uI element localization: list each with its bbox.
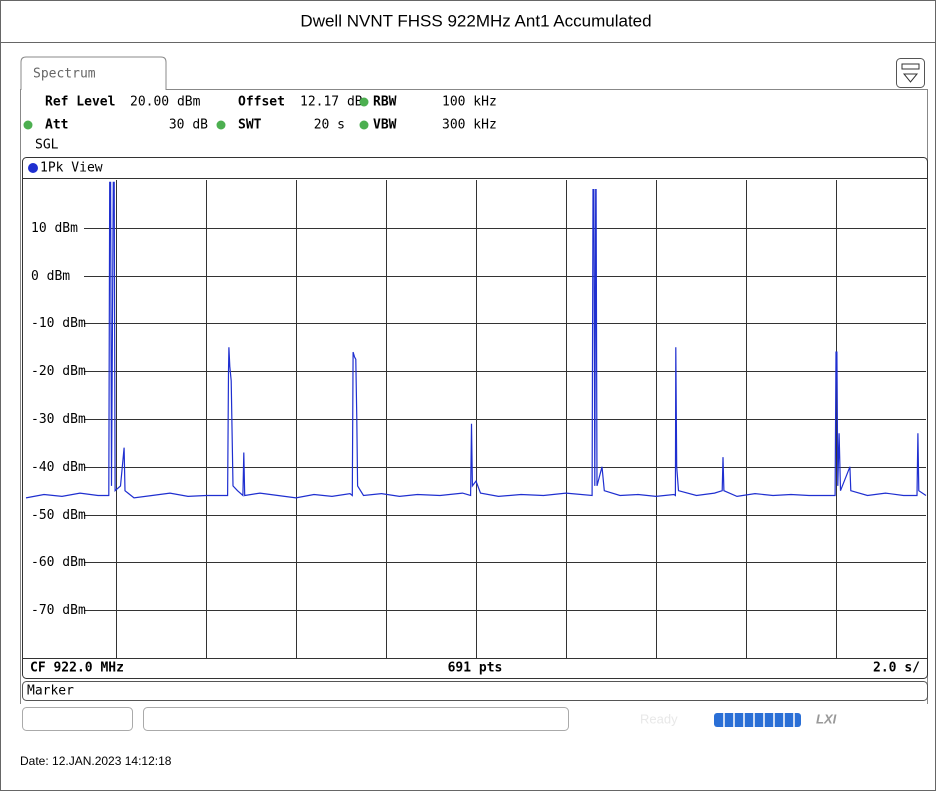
tab-label[interactable]: Spectrum	[33, 67, 96, 82]
setting-label: SWT	[238, 118, 262, 133]
status-field	[143, 707, 569, 731]
status-dot	[216, 120, 226, 130]
trace-indicator	[28, 163, 38, 173]
y-tick-label: -60 dBm	[31, 555, 86, 570]
setting-value: 30 dB	[169, 118, 208, 133]
y-tick-label: -50 dBm	[31, 508, 86, 523]
tab[interactable]	[20, 56, 167, 90]
y-tick-label: -30 dBm	[31, 412, 86, 427]
setting-value: 20 s	[314, 118, 345, 133]
view-label: 1Pk View	[40, 161, 103, 176]
menu-icon-arrow	[902, 73, 919, 83]
y-tick-label: 10 dBm	[31, 221, 78, 236]
y-tick-label: 0 dBm	[31, 269, 70, 284]
y-tick-label: -70 dBm	[31, 603, 86, 618]
status-dot	[359, 120, 369, 130]
menu-icon[interactable]	[896, 58, 925, 88]
trace	[25, 181, 927, 499]
y-tick-label: -20 dBm	[31, 364, 86, 379]
marker-panel[interactable]	[22, 681, 928, 701]
time-per-division: 2.0 s/	[873, 661, 920, 676]
status-text: Ready	[640, 711, 678, 726]
setting-value: 300 kHz	[442, 118, 497, 133]
menu-icon-bar	[901, 63, 920, 70]
setting-label: RBW	[373, 95, 397, 110]
sweep-points: 691 pts	[448, 661, 503, 676]
lxi-logo: LXI	[816, 711, 837, 726]
y-tick-label: -10 dBm	[31, 316, 86, 331]
date-stamp: Date: 12.JAN.2023 14:12:18	[20, 754, 172, 768]
sweep-mode: SGL	[35, 138, 59, 153]
status-field	[22, 707, 133, 731]
progress-bar	[714, 713, 801, 727]
setting-label: VBW	[373, 118, 397, 133]
center-frequency: CF 922.0 MHz	[30, 661, 124, 676]
status-dot	[23, 120, 33, 130]
chart-title: Dwell NVNT FHSS 922MHz Ant1 Accumulated	[300, 11, 651, 30]
setting-label: Offset	[238, 95, 285, 110]
status-dot	[359, 97, 369, 107]
plot-frame	[22, 157, 928, 679]
setting-label: Ref Level	[45, 95, 115, 110]
setting-value: 20.00 dBm	[130, 95, 201, 110]
setting-value: 100 kHz	[442, 95, 497, 110]
y-tick-label: -40 dBm	[31, 460, 86, 475]
progress-segments	[723, 713, 795, 727]
setting-label: Att	[45, 118, 68, 133]
setting-value: 12.17 dB	[300, 95, 363, 110]
marker-label[interactable]: Marker	[27, 684, 74, 699]
